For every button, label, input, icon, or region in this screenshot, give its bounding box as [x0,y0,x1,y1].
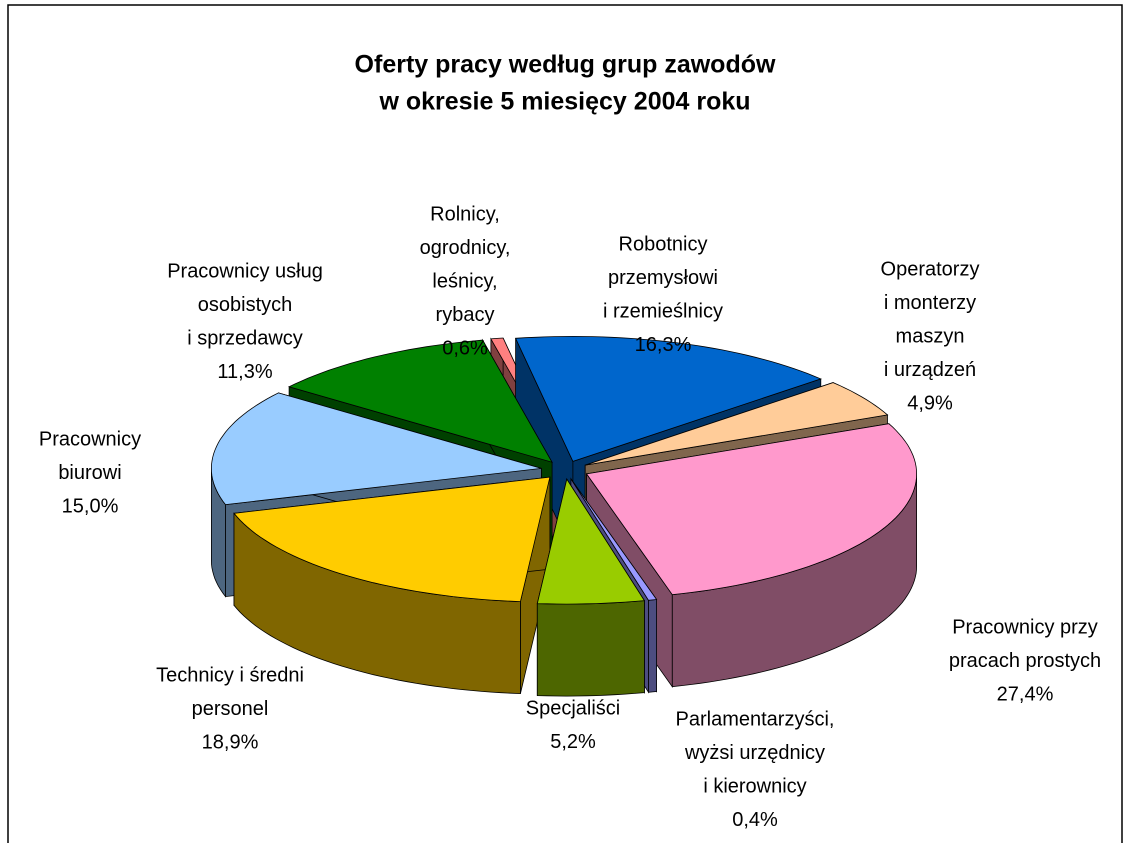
slice-label: Robotnicy [619,233,708,255]
slice-value-label: 15,0% [62,495,119,517]
slice-label: Rolnicy, [430,203,500,225]
slice-wall [648,599,657,693]
slice-value-label: 11,3% [217,361,272,383]
slice-label: Pracownicy przy [952,616,1098,638]
slice [536,478,646,605]
slice-value-label: 0,6% [442,337,488,359]
slice-label: i monterzy [884,292,976,314]
slice-label: rybacy [436,304,495,326]
slice-value-label: 27,4% [997,683,1054,705]
slice-label: ogrodnicy, [420,237,511,259]
slice-label: osobistych [198,294,293,316]
slice-label: i rzemieślnicy [603,300,723,322]
slice-label: Technicy i średni [156,664,304,686]
chart-border [7,4,1123,843]
slice-label: Pracownicy [39,428,141,450]
slice-value-label: 0,4% [732,809,778,831]
slice-label: i kierownicy [703,775,806,797]
slice [585,382,889,466]
slice-label: Parlamentarzyści, [676,708,835,730]
chart-title: w okresie 5 miesięcy 2004 roku [378,88,750,116]
slice-value-label: 18,9% [202,731,259,753]
slice-value-label: 5,2% [550,731,596,753]
slice-label: wyżsi urzędnicy [684,742,825,764]
slice-label: biurowi [58,462,121,484]
slice-label: przemysłowi [608,267,718,289]
slice-label: i urządzeń [884,359,976,381]
slice [570,478,658,601]
slice-value-label: 4,9% [907,392,953,414]
slice [233,476,551,603]
slice-value-label: 16,3% [635,334,692,356]
slice-label: Pracownicy usług [167,260,323,282]
slice-label: pracach prostych [949,650,1101,672]
slice [585,423,918,596]
slice-label: personel [192,698,269,720]
slice-label: Specjaliści [526,697,620,719]
slice-label: Operatorzy [881,258,980,280]
slice [287,339,553,463]
slice-label: leśnicy, [432,270,497,292]
slice-label: maszyn [896,325,965,347]
slice-wall [536,600,645,697]
slice [514,335,822,462]
slice-label: i sprzedawcy [187,327,303,349]
slice [210,392,542,506]
chart-title: Oferty pracy według grup zawodów [355,51,776,79]
